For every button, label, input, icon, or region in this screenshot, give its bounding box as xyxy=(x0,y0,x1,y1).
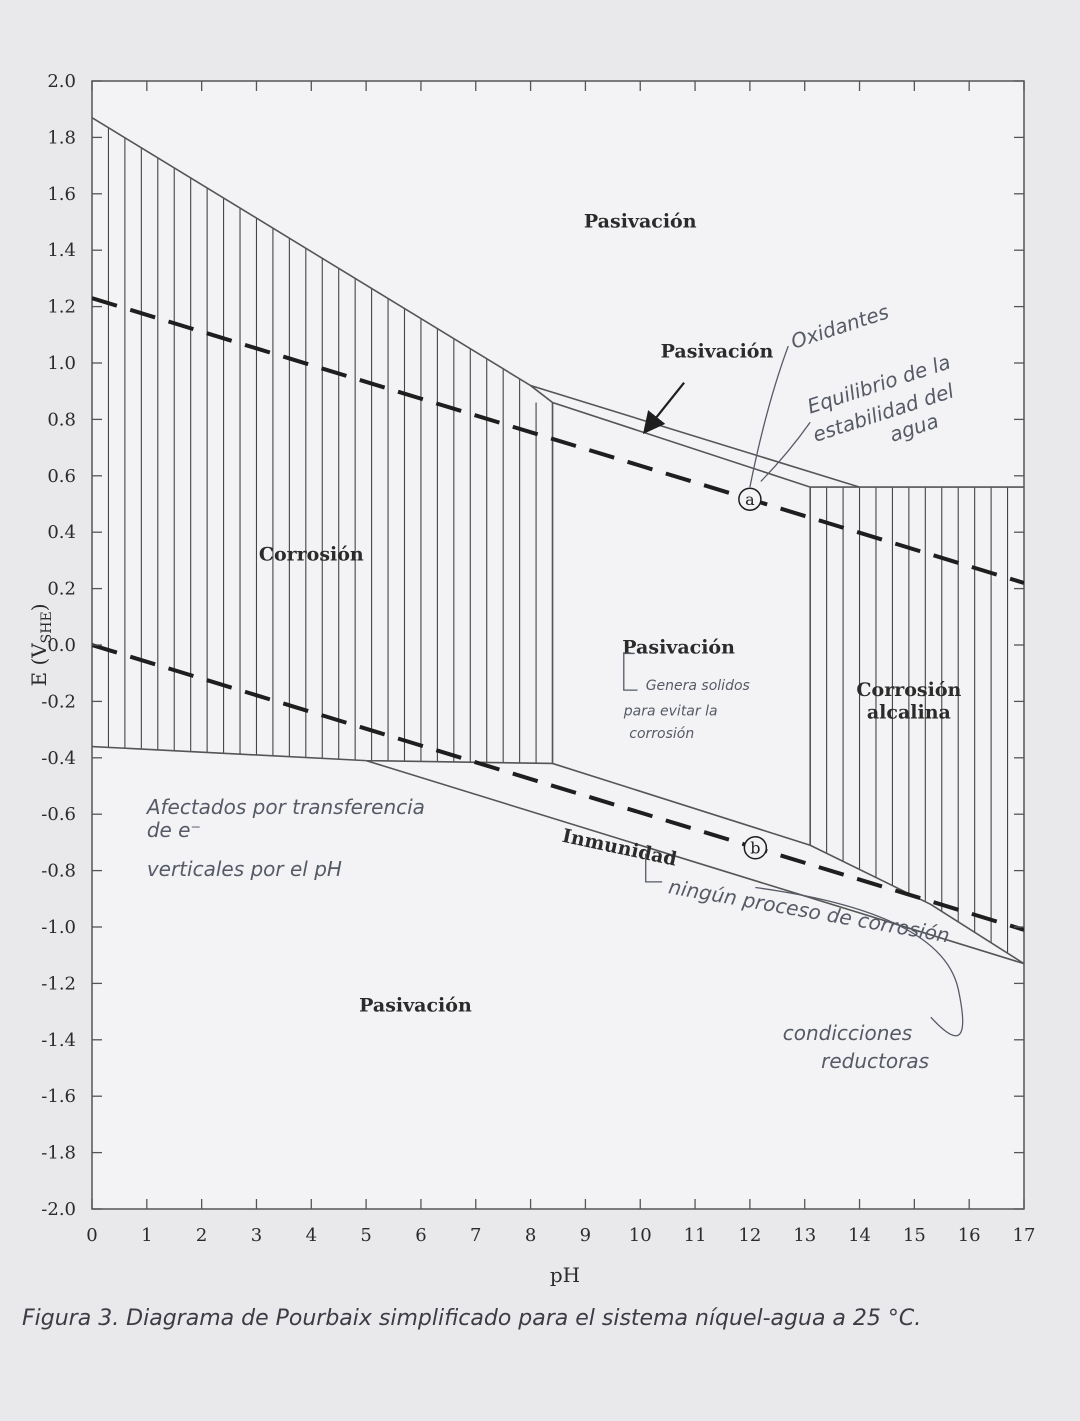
y-tick-label: -1.6 xyxy=(41,1086,76,1107)
y-tick-label: 1.2 xyxy=(47,297,76,318)
handwritten-note: de e⁻ xyxy=(147,818,201,842)
phase-boundary-line xyxy=(530,384,860,488)
handwritten-note: Genera solidos xyxy=(646,678,750,694)
phase-boundary-line xyxy=(92,116,1024,488)
y-tick-label: -0.8 xyxy=(41,861,76,882)
region-label: Pasivación xyxy=(359,995,472,1017)
pen-stroke xyxy=(645,853,663,883)
y-tick-label: -0.4 xyxy=(41,748,76,769)
x-tick-label: 11 xyxy=(684,1225,707,1246)
handwritten-note: verticales por el pH xyxy=(147,857,342,881)
phase-boundaries xyxy=(92,116,1024,965)
phase-boundary-line xyxy=(92,745,1024,965)
pen-stroke xyxy=(749,345,789,488)
tick-labels: 0 1 2 3 4 5 6 7 8 9 10 11 12 13 14 15 16 172.01.81.61.41.… xyxy=(41,71,1035,1246)
y-tick-label: 0.8 xyxy=(47,409,76,430)
phase-boundary-line xyxy=(365,759,1024,965)
region-label: Pasivación xyxy=(661,340,774,362)
x-axis-title: pH xyxy=(550,1263,580,1287)
water-line-marker xyxy=(738,487,762,511)
pen-stroke xyxy=(760,421,811,482)
band-pointer-arrow xyxy=(642,382,685,435)
axis-ticks xyxy=(91,80,1025,1210)
x-tick-label: 7 xyxy=(470,1225,481,1246)
y-tick-label: 1.4 xyxy=(47,240,76,261)
x-tick-label: 17 xyxy=(1013,1225,1036,1246)
y-tick-label: 0.6 xyxy=(47,466,76,487)
y-tick-label: 1.8 xyxy=(47,127,76,148)
y-tick-label: 2.0 xyxy=(47,71,76,92)
water-line-marker xyxy=(743,835,768,860)
handwritten-note: reductoras xyxy=(821,1049,929,1073)
y-tick-label: 0.2 xyxy=(47,579,76,600)
region-label: Corrosión xyxy=(259,543,364,565)
region-label: Pasivación xyxy=(622,636,735,658)
y-tick-label: 0.4 xyxy=(47,522,76,543)
x-tick-label: 9 xyxy=(580,1225,591,1246)
x-tick-label: 15 xyxy=(903,1225,926,1246)
x-tick-label: 1 xyxy=(141,1225,152,1246)
y-tick-label: -0.6 xyxy=(41,804,76,825)
plot-area xyxy=(91,80,1025,1210)
y-tick-label: 1.0 xyxy=(47,353,76,374)
x-tick-label: 10 xyxy=(629,1225,652,1246)
x-tick-label: 2 xyxy=(196,1225,207,1246)
y-tick-label: -0.2 xyxy=(41,691,76,712)
y-tick-label: -2.0 xyxy=(41,1199,76,1220)
region-label: Corrosión xyxy=(856,679,961,701)
x-tick-label: 5 xyxy=(360,1225,371,1246)
handwritten-note: condicciones xyxy=(783,1021,912,1045)
x-tick-label: 4 xyxy=(306,1225,317,1246)
y-tick-label: -1.2 xyxy=(41,973,76,994)
region-label: alcalina xyxy=(867,701,951,723)
y-tick-label: 0.0 xyxy=(47,635,76,656)
handwritten-note: para evitar la xyxy=(623,704,718,720)
x-tick-label: 12 xyxy=(738,1225,761,1246)
water-stability-lines: ab xyxy=(92,296,1024,932)
x-tick-label: 14 xyxy=(848,1225,871,1246)
x-tick-label: 13 xyxy=(793,1225,816,1246)
y-axis-title: E (VSHE) xyxy=(27,603,55,686)
pen-stroke xyxy=(755,886,964,1037)
x-tick-label: 8 xyxy=(525,1225,536,1246)
water-line-marker-label: a xyxy=(745,490,755,509)
water-line-a xyxy=(92,296,1024,585)
water-line-b xyxy=(92,643,1024,932)
water-line-marker-label: b xyxy=(750,839,760,858)
corrosion-hatching xyxy=(107,127,1009,954)
y-tick-label: -1.0 xyxy=(41,917,76,938)
y-tick-label: 1.6 xyxy=(47,184,76,205)
pen-stroke xyxy=(623,652,638,691)
handwritten-note: Afectados por transferencia xyxy=(145,795,425,819)
x-tick-label: 3 xyxy=(251,1225,262,1246)
x-tick-label: 16 xyxy=(958,1225,981,1246)
x-tick-label: 0 xyxy=(86,1225,97,1246)
handwritten-note: corrosión xyxy=(629,726,694,742)
y-tick-label: -1.8 xyxy=(41,1143,76,1164)
figure-caption: Figura 3. Diagrama de Pourbaix simplific… xyxy=(22,1306,922,1331)
region-label: Pasivación xyxy=(584,211,697,233)
y-tick-label: -1.4 xyxy=(41,1030,76,1051)
x-tick-label: 6 xyxy=(415,1225,426,1246)
